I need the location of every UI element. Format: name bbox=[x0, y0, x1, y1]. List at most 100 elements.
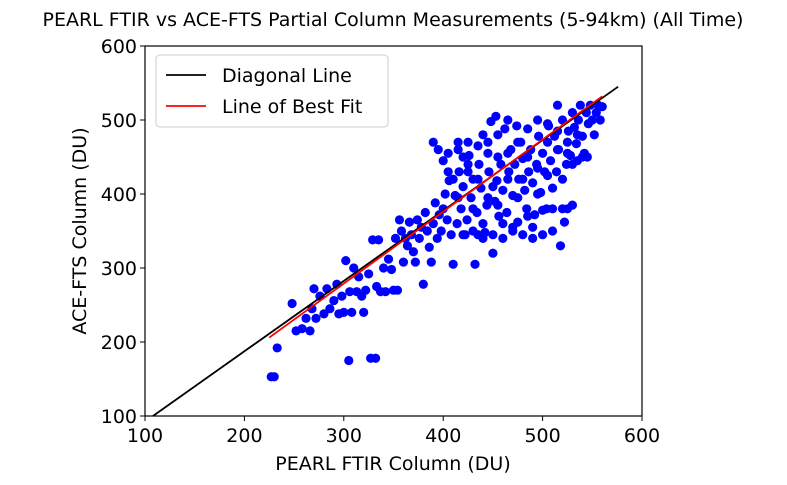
data-point bbox=[420, 207, 430, 218]
data-point bbox=[547, 204, 558, 214]
x-tick-label: 400 bbox=[425, 425, 461, 447]
data-point bbox=[493, 130, 503, 140]
data-point bbox=[463, 137, 473, 147]
data-point bbox=[551, 167, 562, 177]
data-point bbox=[392, 285, 403, 295]
data-point bbox=[589, 130, 599, 140]
data-point bbox=[463, 159, 473, 169]
data-point bbox=[488, 182, 498, 192]
legend-box bbox=[155, 54, 389, 128]
data-point bbox=[488, 230, 498, 240]
data-point bbox=[483, 137, 493, 147]
data-point bbox=[390, 233, 401, 243]
data-point bbox=[567, 200, 578, 210]
data-point bbox=[412, 215, 422, 225]
data-point bbox=[466, 193, 476, 203]
data-point bbox=[473, 141, 483, 151]
data-point bbox=[557, 115, 568, 125]
data-point bbox=[430, 198, 440, 208]
data-point bbox=[453, 145, 463, 155]
data-point bbox=[468, 226, 478, 236]
data-point bbox=[572, 130, 582, 140]
data-point bbox=[373, 235, 384, 245]
data-point bbox=[565, 150, 576, 161]
data-point bbox=[458, 152, 468, 162]
data-point bbox=[491, 111, 501, 121]
data-point bbox=[533, 163, 543, 173]
data-point bbox=[408, 247, 418, 257]
data-point bbox=[573, 115, 583, 125]
data-point bbox=[582, 152, 592, 162]
y-tick-label: 100 bbox=[101, 406, 137, 428]
data-point bbox=[309, 284, 319, 294]
data-point bbox=[380, 287, 391, 297]
data-point bbox=[484, 167, 494, 177]
legend-label-diagonal: Diagonal Line bbox=[222, 65, 352, 87]
plot-frame bbox=[144, 45, 643, 417]
data-point bbox=[575, 100, 585, 110]
data-point bbox=[463, 167, 473, 177]
data-point bbox=[428, 137, 438, 147]
data-point bbox=[503, 148, 513, 158]
data-point bbox=[503, 174, 513, 184]
data-point bbox=[453, 137, 463, 147]
data-point bbox=[470, 259, 480, 269]
data-point bbox=[396, 226, 407, 236]
x-tick-label: 200 bbox=[226, 425, 262, 447]
data-point bbox=[361, 285, 371, 295]
x-tick-label: 600 bbox=[624, 425, 660, 447]
data-point bbox=[364, 269, 374, 279]
data-point bbox=[433, 145, 443, 155]
data-point bbox=[446, 230, 456, 240]
data-point bbox=[552, 145, 563, 155]
data-point bbox=[512, 121, 522, 131]
data-point bbox=[502, 207, 512, 218]
data-point bbox=[508, 226, 518, 236]
data-point bbox=[498, 185, 508, 195]
data-point bbox=[542, 119, 553, 129]
data-point bbox=[414, 233, 424, 243]
data-point bbox=[498, 233, 508, 243]
legend: Diagonal Line Line of Best Fit bbox=[155, 54, 389, 128]
y-tick-label: 400 bbox=[101, 184, 137, 206]
y-tick-label: 300 bbox=[101, 258, 137, 280]
data-point bbox=[562, 137, 573, 147]
data-point bbox=[555, 241, 566, 251]
data-point bbox=[468, 204, 478, 214]
data-point bbox=[523, 152, 533, 162]
data-point bbox=[518, 174, 528, 184]
data-point bbox=[329, 295, 339, 306]
data-point bbox=[524, 167, 534, 177]
data-point bbox=[504, 167, 514, 177]
data-point bbox=[319, 309, 329, 319]
data-point bbox=[538, 205, 548, 215]
data-point bbox=[534, 131, 544, 141]
data-point bbox=[571, 139, 581, 149]
data-point bbox=[341, 256, 351, 266]
data-point bbox=[542, 170, 553, 181]
data-point bbox=[443, 167, 453, 177]
data-point bbox=[398, 257, 409, 267]
data-point bbox=[456, 204, 466, 214]
data-point bbox=[483, 193, 493, 203]
data-point bbox=[595, 115, 605, 125]
data-point bbox=[503, 115, 513, 125]
data-point bbox=[339, 307, 349, 317]
data-point bbox=[523, 211, 533, 221]
x-tick-label: 100 bbox=[127, 425, 163, 447]
y-axis-ticks: 100 200 300 400 500 600 bbox=[101, 36, 145, 428]
data-point bbox=[347, 307, 357, 317]
data-point bbox=[378, 263, 389, 273]
data-point bbox=[488, 248, 498, 258]
data-point bbox=[349, 263, 359, 273]
y-tick-label: 500 bbox=[101, 110, 137, 132]
data-point bbox=[545, 156, 556, 166]
y-tick-label: 600 bbox=[101, 36, 137, 58]
points-layer bbox=[266, 100, 607, 382]
data-point bbox=[297, 324, 307, 334]
data-point bbox=[478, 219, 488, 229]
data-point bbox=[547, 226, 558, 236]
data-point bbox=[454, 167, 464, 177]
